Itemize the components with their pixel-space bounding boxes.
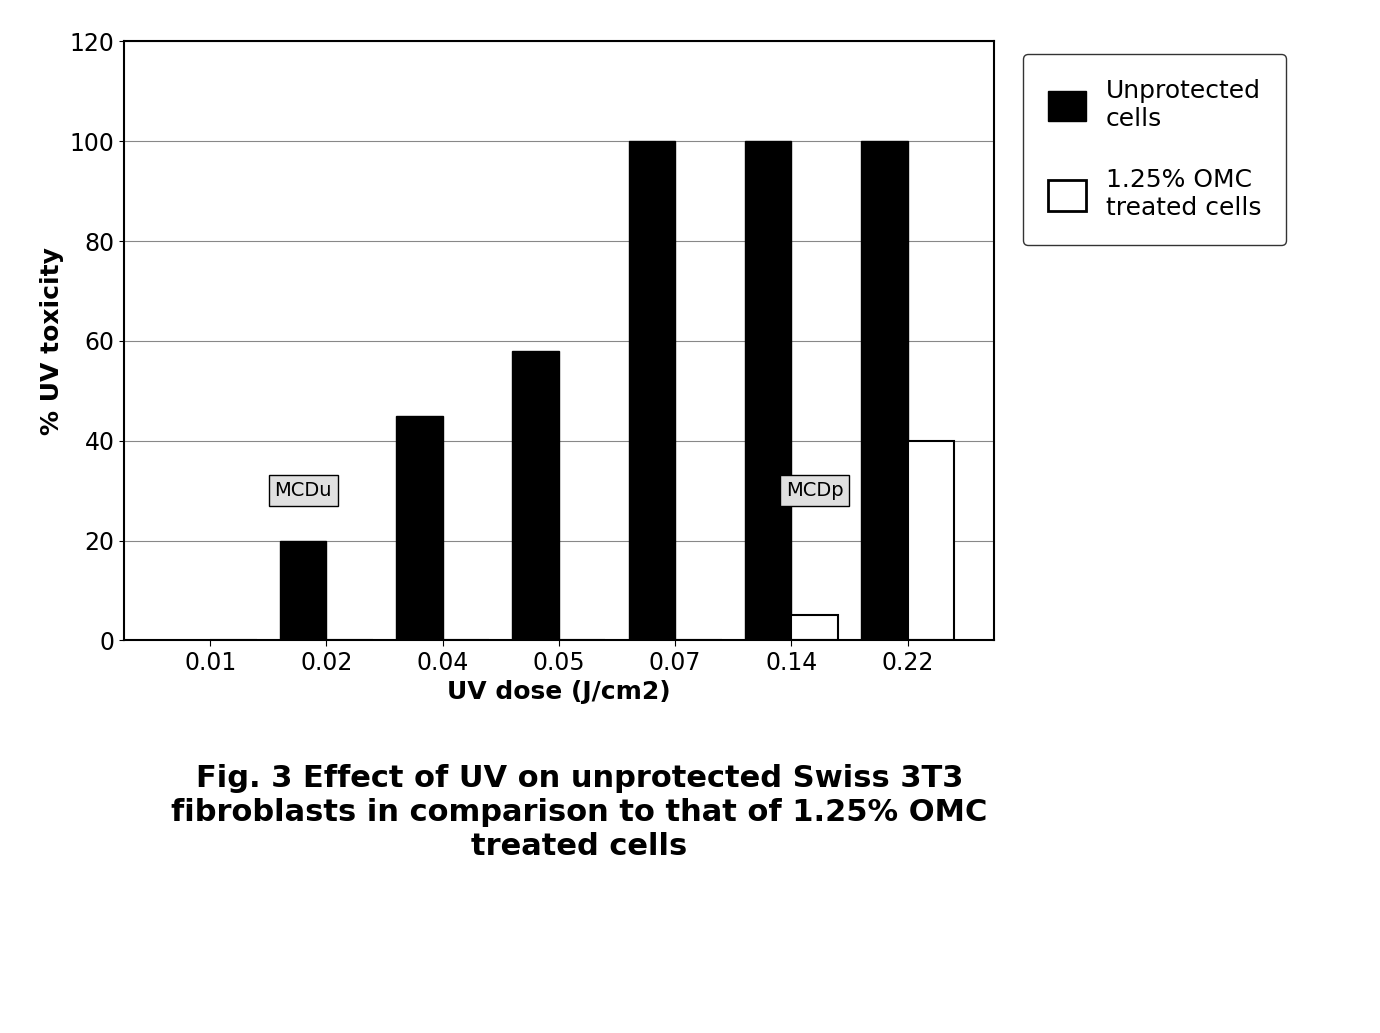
Bar xyxy=(861,142,908,640)
Bar xyxy=(629,142,675,640)
X-axis label: UV dose (J/cm2): UV dose (J/cm2) xyxy=(447,681,671,705)
Bar xyxy=(791,616,838,640)
Y-axis label: % UV toxicity: % UV toxicity xyxy=(40,247,63,435)
Text: Fig. 3 Effect of UV on unprotected Swiss 3T3
fibroblasts in comparison to that o: Fig. 3 Effect of UV on unprotected Swiss… xyxy=(171,764,988,860)
Bar xyxy=(512,351,559,640)
Bar xyxy=(745,142,791,640)
Legend: Unprotected
cells, 1.25% OMC
treated cells: Unprotected cells, 1.25% OMC treated cel… xyxy=(1024,54,1286,245)
Text: MCDu: MCDu xyxy=(275,481,333,500)
Bar xyxy=(396,415,443,640)
Bar xyxy=(280,540,327,640)
Text: MCDp: MCDp xyxy=(785,481,843,500)
Bar xyxy=(908,441,954,640)
